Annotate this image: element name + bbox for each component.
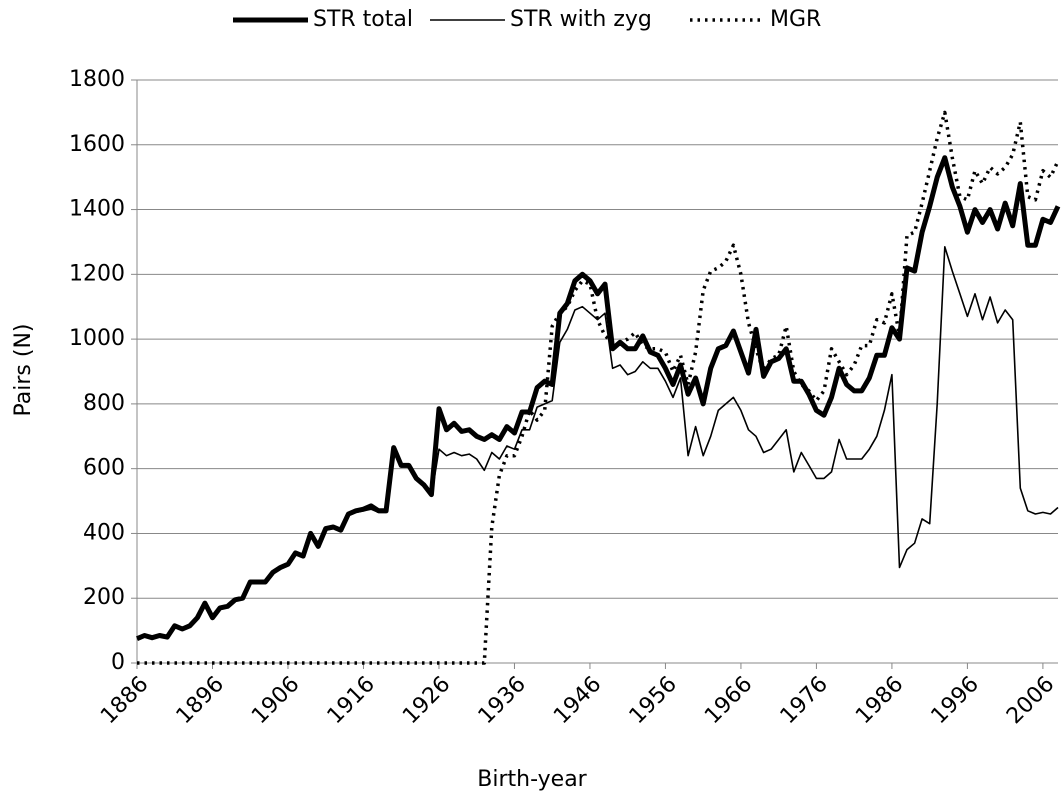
y-tick-label: 400: [83, 520, 125, 545]
x-tick-label: 1966: [700, 672, 757, 729]
x-tick-label: 1986: [851, 672, 908, 729]
x-tick-label: 1906: [247, 672, 304, 729]
x-tick-label: 1946: [549, 672, 606, 729]
x-axis-title: Birth-year: [477, 767, 587, 792]
legend-label: STR total: [313, 7, 413, 32]
series-line: [137, 110, 1060, 665]
y-tick-label: 1200: [69, 261, 125, 286]
y-tick-label: 800: [83, 391, 125, 416]
series-line: [136, 155, 1061, 641]
x-tick-label: 2006: [1002, 672, 1059, 729]
x-tick-label: 1996: [927, 672, 984, 729]
series-line: [136, 246, 1059, 640]
x-tick-label: 1916: [323, 672, 380, 729]
x-tick-label: 1976: [776, 672, 833, 729]
x-tick-label: 1936: [474, 672, 531, 729]
x-tick-label: 1886: [96, 672, 153, 729]
legend-label: STR with zyg: [510, 7, 652, 32]
x-tick-label: 1956: [625, 672, 682, 729]
y-tick-label: 600: [83, 456, 125, 481]
y-tick-label: 1600: [69, 132, 125, 157]
y-tick-label: 1800: [69, 67, 125, 92]
y-axis-title: Pairs (N): [11, 324, 36, 417]
y-tick-label: 1000: [69, 326, 125, 351]
y-tick-label: 200: [83, 585, 125, 610]
x-tick-label: 1926: [398, 672, 455, 729]
y-tick-label: 1400: [69, 197, 125, 222]
legend-label: MGR: [770, 7, 821, 32]
y-tick-label: 0: [111, 650, 125, 675]
x-tick-label: 1896: [172, 672, 229, 729]
